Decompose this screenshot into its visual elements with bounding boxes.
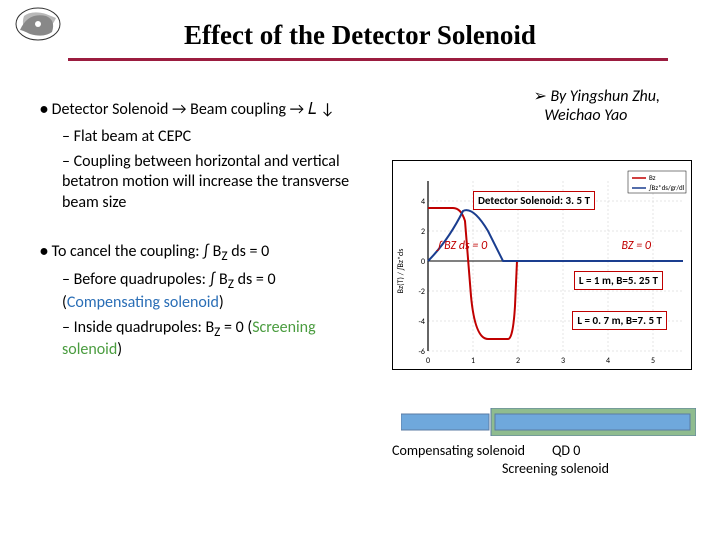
l2-label: L = 0. 7 m, B=7. 5 T (572, 311, 667, 330)
bullet-2-sub-1: Before quadrupoles: ∫ BZ ds = 0 (Compens… (62, 270, 370, 313)
svg-text:1: 1 (471, 356, 475, 366)
svg-text:Bz: Bz (649, 173, 656, 182)
bullet-2: To cancel the coupling: ∫ BZ ds = 0 (40, 242, 370, 265)
svg-text:∫Bz*ds/gr/dl: ∫Bz*ds/gr/dl (648, 183, 685, 192)
svg-text:4: 4 (606, 356, 610, 366)
svg-text:4: 4 (421, 197, 425, 207)
svg-text:0: 0 (426, 356, 430, 366)
svg-text:-6: -6 (418, 347, 425, 357)
bullet-1-sub-1: Flat beam at CEPC (62, 127, 370, 148)
page-title: Effect of the Detector Solenoid (0, 20, 720, 51)
title-underline (68, 58, 668, 61)
solenoid-bars (401, 408, 696, 436)
label-qd0: QD 0 (552, 442, 580, 459)
label-compensating: Compensating solenoid (392, 442, 525, 459)
field-chart: 4 2 0 -2 -4 -6 Bz(T) / ∫Bz*ds 0 1 2 3 4 5 Bz… (392, 160, 692, 370)
svg-text:2: 2 (516, 356, 520, 366)
svg-text:-4: -4 (418, 317, 425, 327)
svg-text:5: 5 (651, 356, 655, 366)
byline: ➢ By Yingshun Zhu, Weichao Yao (534, 86, 660, 125)
svg-text:-2: -2 (418, 287, 425, 297)
svg-text:Bz(T) / ∫Bz*ds: Bz(T) / ∫Bz*ds (396, 249, 406, 294)
svg-text:0: 0 (421, 257, 425, 267)
label-screening: Screening solenoid (502, 460, 609, 477)
svg-text:3: 3 (561, 356, 565, 366)
formula-bz: BZ = 0 (621, 239, 651, 253)
formula-int: ∫ BZ ds = 0 (437, 239, 487, 253)
l1-label: L = 1 m, B=5. 25 T (574, 271, 663, 290)
detector-label: Detector Solenoid: 3. 5 T (473, 191, 595, 210)
bullet-1-sub-2: Coupling between horizontal and vertical… (62, 152, 370, 214)
main-content: Detector Solenoid → Beam coupling → 𝐿 ↓ … (40, 100, 370, 365)
svg-text:2: 2 (421, 227, 425, 237)
bullet-2-sub-2: Inside quadrupoles: BZ = 0 (Screening so… (62, 318, 370, 361)
bullet-1: Detector Solenoid → Beam coupling → 𝐿 ↓ (40, 100, 370, 121)
